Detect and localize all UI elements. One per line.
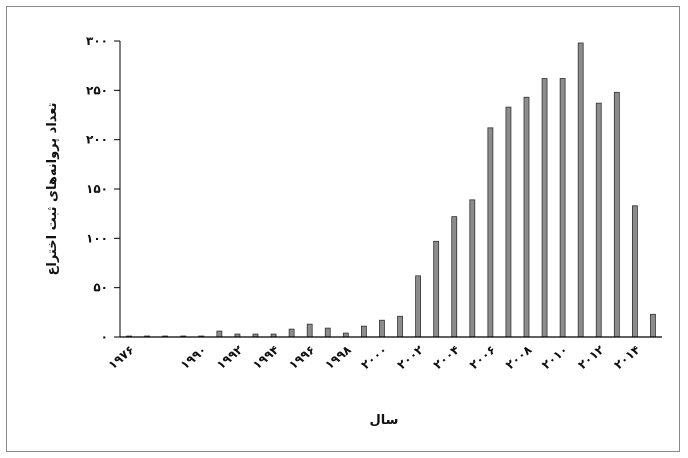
bar xyxy=(650,313,656,338)
y-tick-label: ۰ xyxy=(101,330,108,344)
bar xyxy=(379,319,385,338)
x-tick-label: ۱۹۹۰ xyxy=(178,343,209,373)
y-tick-label: ۱۰۰ xyxy=(86,231,108,245)
x-tick-label: ۲۰۱۰ xyxy=(539,343,570,373)
bar xyxy=(469,199,476,338)
bar xyxy=(559,78,566,338)
bar xyxy=(613,91,620,338)
bar xyxy=(306,323,313,338)
y-tick-label: ۲۵۰ xyxy=(86,83,108,97)
y-axis-ticks: ۰ ۵۰ ۱۰۰ ۱۵۰ ۲۰۰ ۲۵۰ ۳۰۰ xyxy=(86,34,120,344)
x-tick-label: ۲۰۰۴ xyxy=(431,343,462,373)
x-tick-label: ۲۰۱۴ xyxy=(611,343,642,373)
bar xyxy=(397,315,403,338)
bar xyxy=(433,240,440,338)
chart-frame xyxy=(6,6,680,452)
y-tick-label: ۲۰۰ xyxy=(86,133,108,147)
y-tick-label: ۳۰۰ xyxy=(86,34,108,48)
bar xyxy=(451,216,458,338)
x-tick-label: ۱۹۹۶ xyxy=(286,343,317,373)
bar xyxy=(577,42,584,338)
x-tick-label: ۱۹۹۲ xyxy=(214,342,246,372)
bars xyxy=(126,42,656,338)
x-tick-label: ۲۰۰۸ xyxy=(503,342,535,372)
bar xyxy=(216,330,223,338)
x-axis-ticks: ۱۹۷۶ ۱۹۹۰ ۱۹۹۲ ۱۹۹۴ ۱۹۹۶ ۱۹۹۸ ۲۰۰۰ ۲۰۰۲ ۲۰۰۴ ۲۰۰۶… xyxy=(106,342,643,372)
bar xyxy=(523,96,530,338)
x-tick-label: ۱۹۹۴ xyxy=(250,343,281,373)
bar xyxy=(360,325,367,338)
x-tick-label: ۲۰۰۲ xyxy=(395,342,427,372)
y-tick-label: ۵۰ xyxy=(93,281,108,295)
bar xyxy=(288,328,295,338)
bar xyxy=(595,102,602,338)
bar xyxy=(487,127,494,338)
x-tick-label: ۱۹۹۸ xyxy=(322,342,354,372)
bar xyxy=(324,327,331,338)
bar xyxy=(415,275,422,338)
bar xyxy=(541,78,548,338)
x-tick-label: ۲۰۰۰ xyxy=(358,343,389,373)
x-tick-label: ۲۰۱۲ xyxy=(575,342,607,372)
x-axis-title: سال xyxy=(370,413,399,428)
bar xyxy=(505,106,512,338)
y-tick-label: ۱۵۰ xyxy=(86,182,108,196)
x-tick-label: ۱۹۷۶ xyxy=(106,343,137,373)
y-axis-title: تعداد پروانه‌های ثبت اختراع xyxy=(45,102,60,275)
x-tick-label: ۲۰۰۶ xyxy=(467,343,498,373)
bar xyxy=(632,205,638,338)
